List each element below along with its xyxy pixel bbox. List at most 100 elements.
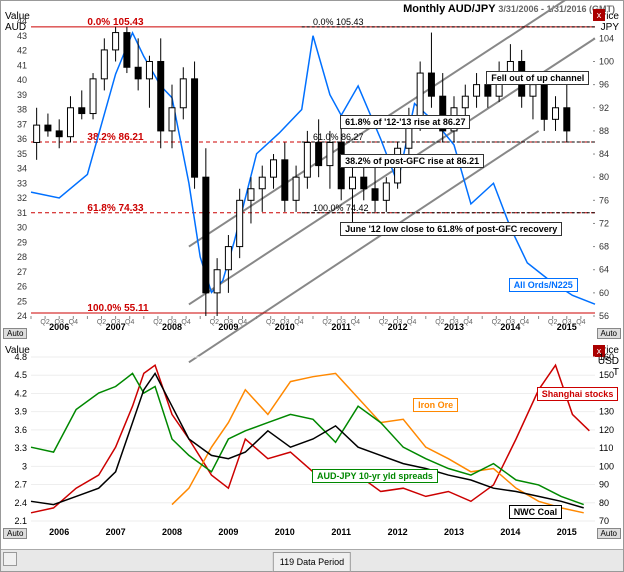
svg-text:100: 100 <box>599 461 614 471</box>
bottom-right-auto-button[interactable]: Auto <box>597 528 621 539</box>
svg-text:2007: 2007 <box>106 527 126 537</box>
svg-text:Q4: Q4 <box>576 319 585 326</box>
svg-text:61.8% 74.33: 61.8% 74.33 <box>87 203 144 214</box>
svg-text:Q4: Q4 <box>181 319 190 326</box>
chart-annotation: All Ords/N225 <box>509 278 578 292</box>
top-left-auto-button[interactable]: Auto <box>3 328 27 339</box>
svg-text:Q4: Q4 <box>125 319 134 326</box>
svg-text:Q3: Q3 <box>506 319 515 326</box>
svg-text:2011: 2011 <box>331 527 351 537</box>
svg-text:Q3: Q3 <box>337 319 346 326</box>
svg-text:Q3: Q3 <box>393 319 402 326</box>
svg-text:3.3: 3.3 <box>14 443 27 453</box>
svg-text:39: 39 <box>17 90 27 100</box>
svg-text:Q4: Q4 <box>463 319 472 326</box>
svg-text:26: 26 <box>17 282 27 292</box>
svg-text:Q3: Q3 <box>55 319 64 326</box>
svg-text:80: 80 <box>599 172 609 182</box>
chart-annotation: 61.8% of '12-'13 rise at 86.27 <box>340 115 470 129</box>
svg-text:150: 150 <box>599 370 614 380</box>
svg-text:43: 43 <box>17 31 27 41</box>
svg-text:0.0% 105.43: 0.0% 105.43 <box>313 17 364 27</box>
status-tool-button[interactable] <box>3 552 17 566</box>
top-panel: ValueAUD PriceJPY x 24252627282930313233… <box>1 1 623 341</box>
svg-text:2010: 2010 <box>275 527 295 537</box>
bottom-chart-area[interactable]: 2.12.42.733.33.63.94.24.54.8708090100110… <box>31 357 593 521</box>
svg-text:36: 36 <box>17 134 27 144</box>
svg-text:61.0% 86.27: 61.0% 86.27 <box>313 132 364 142</box>
svg-text:34: 34 <box>17 164 27 174</box>
svg-text:40: 40 <box>17 75 27 85</box>
svg-text:Q4: Q4 <box>69 319 78 326</box>
svg-text:Q2: Q2 <box>322 319 331 326</box>
svg-text:3: 3 <box>22 461 27 471</box>
status-periods: 119 Data Period <box>273 552 351 572</box>
svg-text:84: 84 <box>599 149 609 159</box>
svg-text:Q2: Q2 <box>379 319 388 326</box>
bottom-left-auto-button[interactable]: Auto <box>3 528 27 539</box>
chart-annotation: Fell out of up channel <box>486 71 589 85</box>
svg-text:160: 160 <box>599 352 614 362</box>
bottom-panel: Value PriceUSDT x 2.12.42.733.33.63.94.2… <box>1 341 623 541</box>
svg-text:100: 100 <box>599 56 614 66</box>
svg-text:Q3: Q3 <box>111 319 120 326</box>
svg-text:24: 24 <box>17 311 27 321</box>
svg-text:60: 60 <box>599 288 609 298</box>
svg-text:Q3: Q3 <box>280 319 289 326</box>
svg-text:42: 42 <box>17 46 27 56</box>
svg-text:80: 80 <box>599 498 609 508</box>
svg-text:31: 31 <box>17 208 27 218</box>
close-icon[interactable]: x <box>593 9 605 21</box>
svg-text:Q3: Q3 <box>449 319 458 326</box>
svg-text:Q3: Q3 <box>562 319 571 326</box>
svg-text:4.8: 4.8 <box>14 352 27 362</box>
svg-text:2.7: 2.7 <box>14 480 27 490</box>
svg-text:Q4: Q4 <box>351 319 360 326</box>
top-chart-svg: 2425262728293031323334353637383940414243… <box>31 21 595 316</box>
chart-annotation: June '12 low close to 61.8% of post-GFC … <box>340 222 562 236</box>
svg-text:28: 28 <box>17 252 27 262</box>
svg-text:Q4: Q4 <box>407 319 416 326</box>
svg-text:25: 25 <box>17 296 27 306</box>
svg-text:35: 35 <box>17 149 27 159</box>
svg-text:Q2: Q2 <box>210 319 219 326</box>
svg-text:120: 120 <box>599 425 614 435</box>
svg-text:2.1: 2.1 <box>14 516 27 526</box>
top-chart-area[interactable]: 2425262728293031323334353637383940414243… <box>31 21 593 316</box>
svg-text:2012: 2012 <box>388 527 408 537</box>
top-right-auto-button[interactable]: Auto <box>597 328 621 339</box>
chart-annotation: 38.2% of post-GFC rise at 86.21 <box>340 154 484 168</box>
svg-text:33: 33 <box>17 178 27 188</box>
svg-text:2008: 2008 <box>162 527 182 537</box>
svg-text:130: 130 <box>599 407 614 417</box>
svg-text:Q3: Q3 <box>224 319 233 326</box>
svg-text:Q2: Q2 <box>153 319 162 326</box>
series-label: Shanghai stocks <box>537 387 619 401</box>
svg-text:29: 29 <box>17 237 27 247</box>
series-label: AUD-JPY 10-yr yld spreads <box>312 469 438 483</box>
svg-text:2006: 2006 <box>49 527 69 537</box>
series-label: Iron Ore <box>413 398 458 412</box>
svg-text:88: 88 <box>599 126 609 136</box>
svg-text:38.2% 86.21: 38.2% 86.21 <box>87 132 144 143</box>
svg-text:27: 27 <box>17 267 27 277</box>
svg-text:44: 44 <box>17 16 27 26</box>
svg-text:Q3: Q3 <box>167 319 176 326</box>
status-bar: 119 Data Period <box>1 549 623 571</box>
bottom-chart-svg: 2.12.42.733.33.63.94.24.54.8708090100110… <box>31 357 595 521</box>
svg-text:0.0% 105.43: 0.0% 105.43 <box>87 17 144 28</box>
svg-text:90: 90 <box>599 480 609 490</box>
svg-text:Q2: Q2 <box>548 319 557 326</box>
svg-text:3.9: 3.9 <box>14 407 27 417</box>
svg-text:38: 38 <box>17 105 27 115</box>
svg-text:Q2: Q2 <box>266 319 275 326</box>
chart-container: Monthly AUD/JPY 3/31/2006 - 1/31/2016 (G… <box>0 0 624 572</box>
svg-text:Q2: Q2 <box>492 319 501 326</box>
svg-text:3.6: 3.6 <box>14 425 27 435</box>
svg-text:Q2: Q2 <box>435 319 444 326</box>
svg-text:72: 72 <box>599 218 609 228</box>
svg-text:2009: 2009 <box>218 527 238 537</box>
svg-text:4.2: 4.2 <box>14 388 27 398</box>
svg-text:68: 68 <box>599 242 609 252</box>
svg-text:Q4: Q4 <box>520 319 529 326</box>
